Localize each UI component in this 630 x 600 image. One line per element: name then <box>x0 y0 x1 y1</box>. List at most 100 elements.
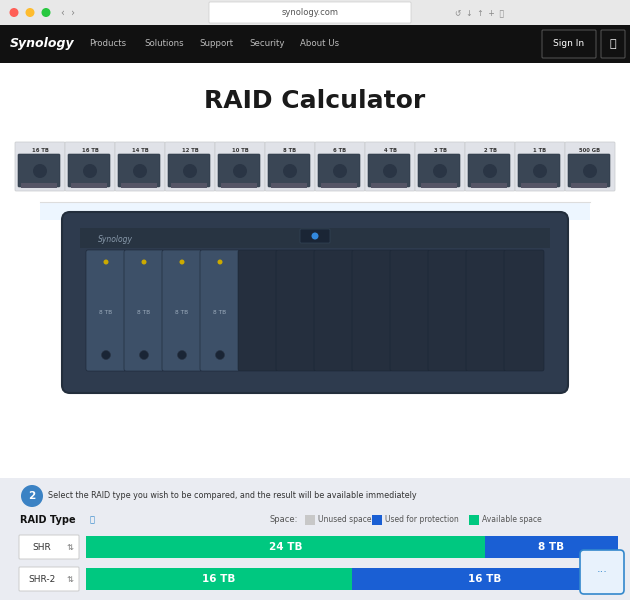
FancyBboxPatch shape <box>468 154 510 187</box>
FancyBboxPatch shape <box>314 250 354 371</box>
Circle shape <box>103 259 108 265</box>
Circle shape <box>42 8 50 17</box>
Text: SHR: SHR <box>32 542 51 551</box>
Circle shape <box>533 164 547 178</box>
FancyBboxPatch shape <box>580 550 624 594</box>
Text: RAID Calculator: RAID Calculator <box>204 89 426 113</box>
Bar <box>80 228 550 248</box>
Circle shape <box>283 164 297 178</box>
Text: ···: ··· <box>597 567 607 577</box>
Text: ↺  ↓  ↑  +  ⧉: ↺ ↓ ↑ + ⧉ <box>455 8 505 17</box>
Circle shape <box>180 259 185 265</box>
Circle shape <box>25 8 35 17</box>
Circle shape <box>433 164 447 178</box>
Circle shape <box>101 350 110 359</box>
Bar <box>469 515 479 525</box>
Circle shape <box>583 164 597 178</box>
Bar <box>421 183 457 188</box>
Bar <box>0 25 630 63</box>
Text: About Us: About Us <box>301 40 340 49</box>
Circle shape <box>178 350 186 359</box>
Text: 12 TB: 12 TB <box>181 148 198 154</box>
FancyBboxPatch shape <box>300 229 330 243</box>
Circle shape <box>21 485 43 507</box>
FancyBboxPatch shape <box>168 154 210 187</box>
Text: 8 TB: 8 TB <box>175 310 188 316</box>
FancyBboxPatch shape <box>238 250 278 371</box>
Text: Products: Products <box>89 40 127 49</box>
FancyBboxPatch shape <box>165 142 215 191</box>
Text: Support: Support <box>199 40 233 49</box>
Text: 6 TB: 6 TB <box>333 148 347 154</box>
FancyBboxPatch shape <box>518 154 560 187</box>
Text: ⌕: ⌕ <box>610 39 616 49</box>
Bar <box>0 0 630 25</box>
Text: 14 TB: 14 TB <box>132 148 149 154</box>
Circle shape <box>133 164 147 178</box>
FancyBboxPatch shape <box>515 142 565 191</box>
FancyBboxPatch shape <box>265 142 315 191</box>
Bar <box>485 536 618 558</box>
FancyBboxPatch shape <box>215 142 265 191</box>
Bar <box>305 515 315 525</box>
Circle shape <box>33 164 47 178</box>
Bar <box>221 183 257 188</box>
Circle shape <box>83 164 97 178</box>
Bar <box>40 202 590 220</box>
FancyBboxPatch shape <box>19 567 79 591</box>
FancyBboxPatch shape <box>428 250 468 371</box>
FancyBboxPatch shape <box>62 212 568 393</box>
Text: Available space: Available space <box>482 515 542 524</box>
Circle shape <box>183 164 197 178</box>
Circle shape <box>333 164 347 178</box>
FancyBboxPatch shape <box>504 250 544 371</box>
Text: 16 TB: 16 TB <box>202 574 236 584</box>
Text: 4 TB: 4 TB <box>384 148 396 154</box>
FancyBboxPatch shape <box>466 250 506 371</box>
Text: synology.com: synology.com <box>282 8 338 17</box>
Text: 16 TB: 16 TB <box>468 574 501 584</box>
Bar <box>521 183 557 188</box>
Bar <box>121 183 157 188</box>
Bar <box>471 183 507 188</box>
Bar <box>0 478 630 600</box>
FancyBboxPatch shape <box>115 142 165 191</box>
Bar <box>352 568 618 590</box>
FancyBboxPatch shape <box>124 250 164 371</box>
Text: 8 TB: 8 TB <box>214 310 227 316</box>
FancyBboxPatch shape <box>218 154 260 187</box>
Bar <box>372 515 382 525</box>
FancyBboxPatch shape <box>68 154 110 187</box>
FancyBboxPatch shape <box>465 142 515 191</box>
Text: 2: 2 <box>28 491 36 501</box>
Text: SHR-2: SHR-2 <box>28 575 55 583</box>
Text: Used for protection: Used for protection <box>386 515 459 524</box>
Bar <box>271 183 307 188</box>
Text: Space:: Space: <box>270 515 299 524</box>
FancyBboxPatch shape <box>415 142 465 191</box>
FancyBboxPatch shape <box>418 154 460 187</box>
Text: 2 TB: 2 TB <box>483 148 496 154</box>
FancyBboxPatch shape <box>209 2 411 23</box>
Text: Solutions: Solutions <box>144 40 184 49</box>
Circle shape <box>383 164 397 178</box>
FancyBboxPatch shape <box>65 142 115 191</box>
Text: Sign In: Sign In <box>553 40 585 49</box>
FancyBboxPatch shape <box>352 250 392 371</box>
FancyBboxPatch shape <box>318 154 360 187</box>
Bar <box>21 183 57 188</box>
Text: 8 TB: 8 TB <box>100 310 113 316</box>
Bar <box>321 183 357 188</box>
Text: Synology: Synology <box>9 37 74 50</box>
FancyBboxPatch shape <box>365 142 415 191</box>
Text: 10 TB: 10 TB <box>232 148 248 154</box>
FancyBboxPatch shape <box>568 154 610 187</box>
FancyBboxPatch shape <box>19 535 79 559</box>
Circle shape <box>233 164 247 178</box>
Text: 8 TB: 8 TB <box>137 310 151 316</box>
Text: ‹  ›: ‹ › <box>61 7 75 17</box>
FancyBboxPatch shape <box>315 142 365 191</box>
Circle shape <box>9 8 18 17</box>
FancyBboxPatch shape <box>390 250 430 371</box>
Text: 8 TB: 8 TB <box>284 148 297 154</box>
